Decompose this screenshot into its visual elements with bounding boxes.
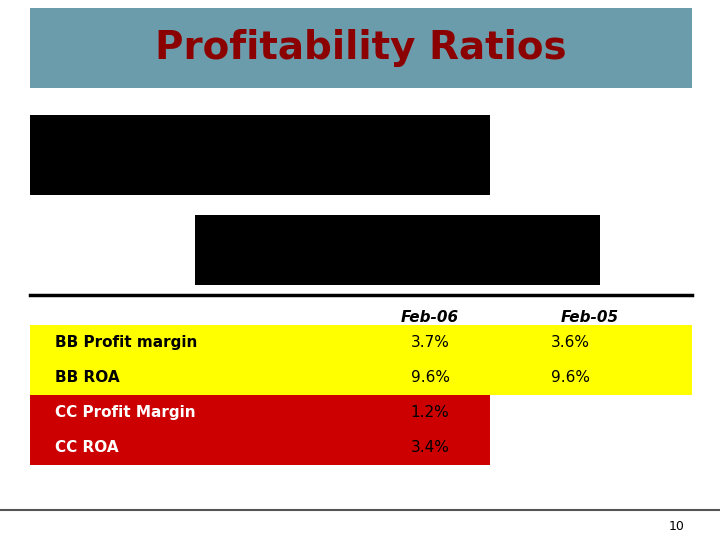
Text: 10: 10 — [669, 520, 685, 533]
Bar — [30, 115, 490, 195]
Text: 3.4%: 3.4% — [410, 440, 449, 455]
Bar — [30, 8, 692, 88]
Text: BB ROA: BB ROA — [55, 370, 120, 385]
Text: 3.6%: 3.6% — [551, 335, 590, 350]
Text: 1.2%: 1.2% — [410, 405, 449, 420]
Text: BB Profit margin: BB Profit margin — [55, 335, 197, 350]
Bar — [195, 215, 600, 285]
Bar — [30, 325, 692, 360]
Bar — [30, 395, 490, 430]
Text: 3.7%: 3.7% — [410, 335, 449, 350]
Text: CC ROA: CC ROA — [55, 440, 119, 455]
Text: Feb-05: Feb-05 — [561, 310, 619, 325]
Text: 9.6%: 9.6% — [551, 370, 590, 385]
Text: Profitability Ratios: Profitability Ratios — [156, 29, 567, 67]
Text: CC Profit Margin: CC Profit Margin — [55, 405, 196, 420]
Bar — [30, 360, 692, 395]
Bar — [30, 430, 490, 465]
Text: Feb-06: Feb-06 — [401, 310, 459, 325]
Text: 9.6%: 9.6% — [410, 370, 449, 385]
